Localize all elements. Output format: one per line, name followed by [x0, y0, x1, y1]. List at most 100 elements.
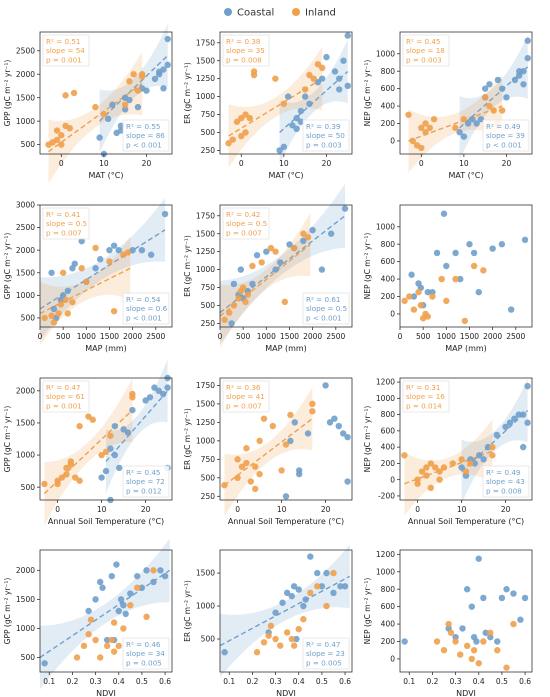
y-tick-label: 1500 — [196, 229, 215, 238]
data-point-coastal — [327, 230, 335, 237]
data-point-coastal — [341, 205, 349, 212]
stat-box-coastal — [122, 119, 170, 152]
data-point-inland — [417, 302, 425, 309]
stat-text-coastal: R² = 0.61 — [306, 295, 340, 304]
x-tick-label: 1000 — [77, 332, 96, 341]
x-tick-label: 0 — [59, 159, 64, 168]
data-point-inland — [301, 86, 309, 93]
data-point-inland — [238, 463, 246, 470]
stat-text-inland: p = 0.014 — [406, 401, 442, 410]
data-point-coastal — [336, 86, 343, 93]
data-point-inland — [70, 89, 78, 97]
data-point-inland — [300, 616, 307, 623]
data-point-coastal — [457, 275, 464, 283]
stat-text-inland: p = 0.007 — [226, 401, 262, 410]
data-point-coastal — [341, 583, 349, 590]
data-point-coastal — [493, 431, 500, 439]
data-point-inland — [283, 629, 291, 636]
data-point-inland — [314, 61, 322, 68]
data-point-inland — [452, 124, 459, 132]
data-point-inland — [282, 441, 290, 448]
data-point-inland — [234, 456, 241, 463]
x-axis-label: MAP (mm) — [85, 344, 127, 353]
y-tick-label: 1750 — [196, 381, 215, 390]
stat-text-coastal: R² = 0.39 — [306, 122, 341, 131]
data-point-inland — [115, 642, 122, 650]
panel-ndvi-gpp: 0.1 0.2 0.3 0.4 0.5 0.6 500 1000 1500 2000 NDVI GPP… — [3, 538, 173, 697]
data-point-inland — [53, 127, 61, 134]
data-point-coastal — [64, 287, 71, 295]
y-tick-label: 750 — [201, 455, 216, 464]
stat-text-coastal: slope = 23 — [306, 649, 345, 658]
y-tick-label: 250 — [201, 319, 216, 328]
data-point-coastal — [335, 422, 342, 430]
data-point-coastal — [120, 426, 127, 433]
data-point-coastal — [48, 269, 55, 276]
axes-frame — [219, 204, 353, 328]
y-tick-label: 250 — [201, 492, 216, 501]
data-point-inland — [92, 244, 99, 252]
data-point-inland — [230, 302, 238, 309]
data-point-coastal — [459, 625, 466, 632]
y-axis-label: NEP (gC m⁻² yr⁻¹) — [363, 60, 372, 127]
data-point-coastal — [473, 120, 480, 127]
data-point-inland — [130, 71, 137, 78]
y-tick-label: 0 — [390, 475, 395, 484]
data-point-coastal — [160, 66, 167, 73]
data-point-inland — [55, 310, 62, 317]
stat-text-coastal: p < 0.001 — [306, 313, 342, 322]
data-point-inland — [415, 288, 422, 296]
data-point-inland — [480, 267, 487, 274]
data-point-coastal — [410, 293, 418, 300]
data-point-coastal — [318, 75, 326, 82]
data-point-coastal — [111, 422, 119, 430]
panel-map-gpp: 0 500 1000 1500 2000 250050010001500200025003… — [3, 198, 173, 353]
x-tick-label: 10 — [97, 505, 107, 514]
stat-text-coastal: slope = 0.6 — [126, 304, 168, 313]
data-point-inland — [242, 298, 249, 306]
data-point-inland — [423, 472, 430, 479]
data-point-coastal — [272, 266, 279, 273]
data-point-coastal — [524, 382, 531, 390]
data-point-coastal — [340, 57, 347, 64]
data-point-inland — [467, 460, 474, 467]
data-point-inland — [58, 474, 66, 481]
data-point-inland — [436, 476, 443, 483]
data-point-coastal — [515, 411, 522, 418]
x-tick-label: 0 — [218, 332, 223, 341]
y-tick-label: 1000 — [16, 451, 35, 460]
data-point-inland — [457, 651, 464, 658]
x-tick-label: 0.4 — [473, 677, 485, 686]
data-point-inland — [87, 616, 95, 623]
data-point-coastal — [473, 638, 480, 645]
x-axis-label: MAT (°C) — [448, 171, 483, 180]
data-point-coastal — [138, 246, 146, 254]
stat-box-inland — [222, 207, 270, 240]
fit-line-coastal — [219, 575, 351, 647]
stat-box-coastal — [482, 119, 530, 152]
data-point-inland — [290, 244, 298, 252]
y-tick-label: 2500 — [16, 46, 35, 55]
x-tick-label: 2500 — [326, 332, 345, 341]
data-point-inland — [290, 642, 298, 649]
data-point-coastal — [98, 474, 105, 481]
fit-line-coastal — [39, 569, 171, 659]
stat-box-coastal — [302, 292, 350, 325]
stat-text-inland: R² = 0.38 — [226, 37, 261, 46]
stat-text-inland: slope = 0.5 — [46, 219, 87, 228]
stat-text-coastal: R² = 0.49 — [486, 122, 521, 131]
data-point-inland — [475, 660, 482, 667]
data-point-inland — [323, 602, 330, 610]
data-point-coastal — [115, 246, 122, 254]
y-tick-label: 1500 — [196, 399, 215, 408]
data-point-inland — [452, 275, 459, 283]
data-point-inland — [409, 137, 416, 145]
data-point-coastal — [468, 603, 475, 610]
x-tick-label: 0.1 — [403, 677, 415, 686]
data-point-inland — [490, 107, 497, 114]
data-point-inland — [267, 244, 275, 252]
data-point-inland — [58, 132, 65, 139]
y-axis-label: GPP (gC m⁻² yr⁻¹) — [3, 578, 12, 645]
data-point-inland — [272, 75, 279, 82]
